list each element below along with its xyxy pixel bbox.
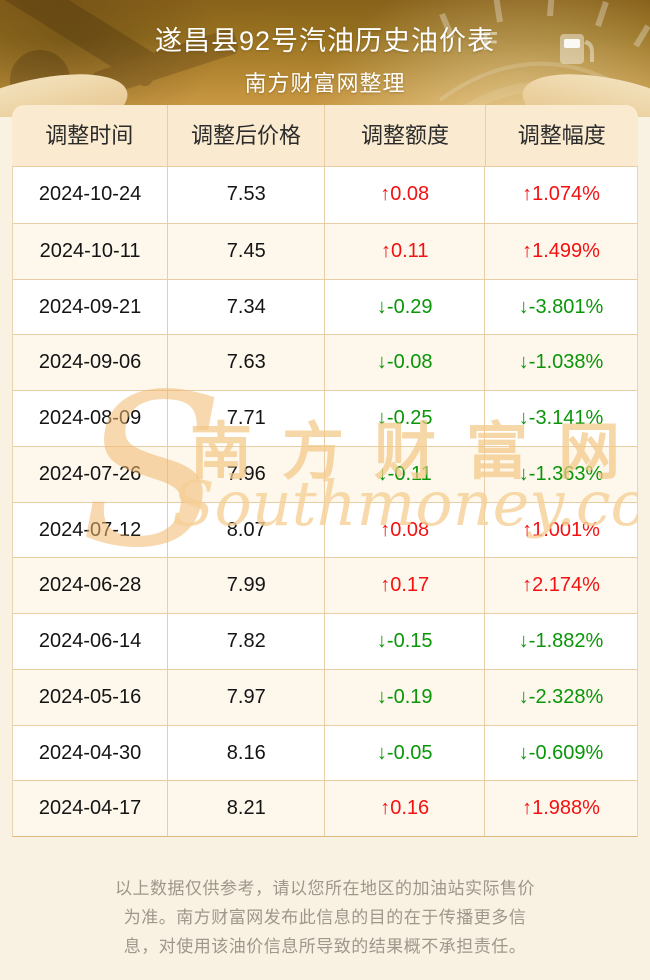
header-banner: F 遂昌县92号汽油历史油价表 南方财富网整理: [0, 0, 650, 117]
table-row: 2024-07-26 7.96 ↓-0.11 ↓-1.363%: [13, 445, 637, 502]
percent-cell: ↓-1.882%: [484, 614, 637, 669]
table-row: 2024-07-12 8.07 ↑0.08 ↑1.001%: [13, 501, 637, 558]
price-cell: 7.71: [167, 391, 324, 446]
change-cell: ↓-0.11: [324, 446, 484, 502]
change-cell: ↑0.08: [324, 502, 484, 558]
percent-cell: ↓-2.328%: [484, 669, 637, 725]
price-cell: 7.96: [167, 446, 324, 502]
date-cell: 2024-07-12: [38, 518, 142, 541]
percent-cell: ↑1.074%: [484, 167, 637, 223]
table-row: 2024-10-11 7.45 ↑0.11 ↑1.499%: [13, 222, 637, 279]
percent-cell: ↓-1.038%: [484, 335, 637, 391]
date-cell: 2024-10-24: [38, 183, 142, 205]
date-cell: 2024-08-09: [38, 407, 142, 429]
change-cell: ↑0.17: [324, 558, 484, 614]
date-cell: 2024-09-06: [38, 351, 142, 374]
change-cell: ↑0.11: [324, 223, 484, 279]
percent-cell: ↑1.001%: [484, 502, 637, 558]
percent-cell: ↑1.499%: [484, 223, 637, 279]
price-cell: 8.16: [167, 725, 324, 781]
table-row: 2024-08-09 7.71 ↓-0.25 ↓-3.141%: [13, 390, 637, 446]
price-cell: 8.07: [167, 502, 324, 558]
change-cell: ↓-0.19: [324, 669, 484, 725]
disclaimer-line: 息，对使用该油价信息所导致的结果概不承担责任。: [123, 937, 527, 956]
date-cell: 2024-06-14: [38, 630, 142, 652]
column-header-adjust-time: 调整时间: [45, 123, 134, 148]
disclaimer-line: 为准。南方财富网发布此信息的目的在于传播更多信: [123, 908, 527, 927]
table-row: 2024-09-21 7.34 ↓-0.29 ↓-3.801%: [13, 278, 637, 335]
column-header-adjusted-price: 调整后价格: [166, 105, 325, 166]
percent-cell: ↓-0.609%: [484, 725, 637, 781]
percent-cell: ↑1.988%: [484, 781, 637, 837]
price-cell: 7.99: [167, 558, 324, 614]
column-header-adjust-percent: 调整幅度: [484, 105, 638, 166]
page-subtitle: 南方财富网整理: [244, 71, 406, 96]
price-cell: 7.82: [167, 614, 324, 669]
price-cell: 8.21: [167, 781, 324, 837]
change-cell: ↓-0.15: [324, 614, 484, 669]
date-cell: 2024-09-21: [38, 295, 142, 318]
date-cell: 2024-10-11: [39, 239, 141, 262]
table-header-row: 调整时间 调整后价格 调整额度 调整幅度: [12, 105, 638, 167]
price-cell: 7.53: [167, 167, 324, 223]
table-body: 2024-10-24 7.53 ↑0.08 ↑1.074% 2024-10-11 7.45…: [12, 167, 638, 837]
page-title: 遂昌县92号汽油历史油价表: [154, 26, 496, 56]
disclaimer-line: 以上数据仅供参考，请以您所在地区的加油站实际售价: [115, 879, 535, 898]
table-row: 2024-09-06 7.63 ↓-0.08 ↓-1.038%: [13, 334, 637, 391]
change-cell: ↓-0.08: [324, 335, 484, 391]
change-cell: ↑0.16: [324, 781, 484, 837]
percent-cell: ↓-1.363%: [484, 446, 637, 502]
date-cell: 2024-06-28: [38, 574, 142, 597]
disclaimer: 以上数据仅供参考，请以您所在地区的加油站实际售价 为准。南方财富网发布此信息的目…: [0, 837, 650, 961]
price-cell: 7.34: [167, 279, 324, 335]
column-header-adjust-amount: 调整额度: [324, 105, 484, 166]
change-cell: ↓-0.25: [324, 391, 484, 446]
change-cell: ↓-0.29: [324, 279, 484, 335]
table-row: 2024-10-24 7.53 ↑0.08 ↑1.074%: [13, 167, 637, 223]
table-row: 2024-06-28 7.99 ↑0.17 ↑2.174%: [13, 557, 637, 614]
date-cell: 2024-04-30: [38, 741, 142, 764]
table-row: 2024-04-30 8.16 ↓-0.05 ↓-0.609%: [13, 724, 637, 781]
table-row: 2024-05-16 7.97 ↓-0.19 ↓-2.328%: [13, 668, 637, 725]
percent-cell: ↑2.174%: [484, 558, 637, 614]
price-cell: 7.97: [167, 669, 324, 725]
change-cell: ↑0.08: [324, 167, 484, 223]
price-cell: 7.63: [167, 335, 324, 391]
date-cell: 2024-05-16: [38, 685, 142, 708]
table-row: 2024-04-17 8.21 ↑0.16 ↑1.988%: [13, 780, 637, 837]
price-history-table: 调整时间 调整后价格 调整额度 调整幅度 2024-10-24 7.53 ↑0.08…: [12, 105, 638, 837]
change-cell: ↓-0.05: [324, 725, 484, 781]
date-cell: 2024-04-17: [38, 797, 142, 820]
table-row: 2024-06-14 7.82 ↓-0.15 ↓-1.882%: [13, 613, 637, 669]
percent-cell: ↓-3.801%: [484, 279, 637, 335]
date-cell: 2024-07-26: [38, 462, 142, 485]
price-cell: 7.45: [167, 223, 324, 279]
percent-cell: ↓-3.141%: [484, 391, 637, 446]
